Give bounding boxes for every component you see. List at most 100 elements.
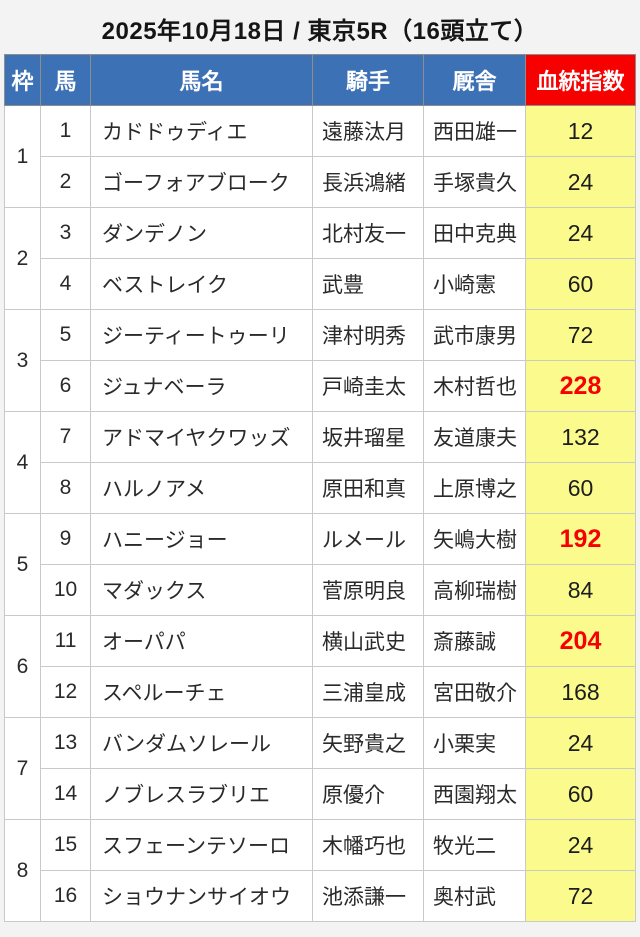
horse-name: バンダムソレール <box>90 717 313 769</box>
table-row: 10 マダックス 菅原明良 高柳瑞樹 84 <box>5 564 636 616</box>
horse-number: 15 <box>40 819 91 871</box>
horse-name: スフェーンテソーロ <box>90 819 313 871</box>
horse-number: 12 <box>40 666 91 718</box>
horse-name: ノブレスラブリエ <box>90 768 313 820</box>
frame-cell-4: 4 <box>4 411 41 514</box>
column-header-stable: 厩舎 <box>423 54 526 106</box>
table-header-row: 枠 馬 馬名 騎手 厩舎 血統指数 <box>4 54 636 106</box>
column-header-blood-index: 血統指数 <box>525 54 636 106</box>
column-header-jockey: 騎手 <box>312 54 424 106</box>
column-header-horse-name: 馬名 <box>90 54 313 106</box>
stable-name: 奥村武 <box>423 870 526 922</box>
horse-name: オーパパ <box>90 615 313 667</box>
frame-cell-5: 5 <box>4 513 41 616</box>
blood-index-value: 24 <box>525 819 636 871</box>
stable-name: 木村哲也 <box>423 360 526 412</box>
table-row: 4 7 アドマイヤクワッズ 坂井瑠星 友道康夫 132 <box>4 411 636 514</box>
horse-name: マダックス <box>90 564 313 616</box>
frame-cell-6: 6 <box>4 615 41 718</box>
horse-name: ゴーフォアブローク <box>90 156 313 208</box>
jockey-name: 長浜鴻緒 <box>312 156 424 208</box>
table-row: 6 ジュナベーラ 戸崎圭太 木村哲也 228 <box>5 360 636 412</box>
jockey-name: 坂井瑠星 <box>312 411 424 463</box>
blood-index-value: 192 <box>525 513 636 565</box>
stable-name: 斎藤誠 <box>423 615 526 667</box>
blood-index-value: 60 <box>525 258 636 310</box>
jockey-name: 原田和真 <box>312 462 424 514</box>
jockey-name: 三浦皇成 <box>312 666 424 718</box>
stable-name: 宮田敬介 <box>423 666 526 718</box>
blood-index-value: 24 <box>525 207 636 259</box>
horse-number: 13 <box>40 717 91 769</box>
horse-name: ダンデノン <box>90 207 313 259</box>
horse-name: ショウナンサイオウ <box>90 870 313 922</box>
stable-name: 矢嶋大樹 <box>423 513 526 565</box>
jockey-name: 北村友一 <box>312 207 424 259</box>
jockey-name: ルメール <box>312 513 424 565</box>
frame-cell-8: 8 <box>4 819 41 922</box>
blood-index-value: 60 <box>525 462 636 514</box>
horse-name: ハルノアメ <box>90 462 313 514</box>
stable-name: 武市康男 <box>423 309 526 361</box>
frame-cell-7: 7 <box>4 717 41 820</box>
blood-index-value: 60 <box>525 768 636 820</box>
jockey-name: 遠藤汰月 <box>312 105 424 157</box>
blood-index-value: 72 <box>525 309 636 361</box>
table-row: 2 3 ダンデノン 北村友一 田中克典 24 <box>4 207 636 310</box>
page-title: 2025年10月18日 / 東京5R（16頭立て） <box>101 18 539 45</box>
table-row: 8 15 スフェーンテソーロ 木幡巧也 牧光二 24 <box>4 819 636 922</box>
jockey-name: 横山武史 <box>312 615 424 667</box>
table-row: 8 ハルノアメ 原田和真 上原博之 60 <box>5 462 636 514</box>
blood-index-value: 168 <box>525 666 636 718</box>
jockey-name: 原優介 <box>312 768 424 820</box>
blood-index-value: 132 <box>525 411 636 463</box>
stable-name: 高柳瑞樹 <box>423 564 526 616</box>
horse-number: 14 <box>40 768 91 820</box>
jockey-name: 木幡巧也 <box>312 819 424 871</box>
stable-name: 手塚貴久 <box>423 156 526 208</box>
horse-number: 1 <box>40 105 91 157</box>
horse-number: 5 <box>40 309 91 361</box>
race-entry-table: 枠 馬 馬名 騎手 厩舎 血統指数 1 1 カドドゥディエ 遠藤汰月 西田雄一 … <box>4 54 636 922</box>
horse-number: 4 <box>40 258 91 310</box>
horse-number: 2 <box>40 156 91 208</box>
stable-name: 牧光二 <box>423 819 526 871</box>
frame-cell-2: 2 <box>4 207 41 310</box>
horse-number: 8 <box>40 462 91 514</box>
stable-name: 西田雄一 <box>423 105 526 157</box>
horse-number: 7 <box>40 411 91 463</box>
horse-name: ハニージョー <box>90 513 313 565</box>
stable-name: 田中克典 <box>423 207 526 259</box>
blood-index-value: 228 <box>525 360 636 412</box>
stable-name: 小崎憲 <box>423 258 526 310</box>
blood-index-value: 24 <box>525 717 636 769</box>
blood-index-value: 204 <box>525 615 636 667</box>
horse-name: カドドゥディエ <box>90 105 313 157</box>
blood-index-value: 12 <box>525 105 636 157</box>
horse-number: 3 <box>40 207 91 259</box>
column-header-horse: 馬 <box>40 54 91 106</box>
blood-index-value: 84 <box>525 564 636 616</box>
table-row: 2 ゴーフォアブローク 長浜鴻緒 手塚貴久 24 <box>5 156 636 208</box>
horse-number: 10 <box>40 564 91 616</box>
table-row: 4 ベストレイク 武豊 小崎憲 60 <box>5 258 636 310</box>
horse-name: スペルーチェ <box>90 666 313 718</box>
horse-number: 16 <box>40 870 91 922</box>
jockey-name: 矢野貴之 <box>312 717 424 769</box>
horse-number: 6 <box>40 360 91 412</box>
horse-name: ジーティートゥーリ <box>90 309 313 361</box>
jockey-name: 池添謙一 <box>312 870 424 922</box>
jockey-name: 菅原明良 <box>312 564 424 616</box>
stable-name: 小栗実 <box>423 717 526 769</box>
table-row: 7 13 バンダムソレール 矢野貴之 小栗実 24 <box>4 717 636 820</box>
horse-number: 11 <box>40 615 91 667</box>
frame-cell-3: 3 <box>4 309 41 412</box>
jockey-name: 津村明秀 <box>312 309 424 361</box>
table-row: 1 1 カドドゥディエ 遠藤汰月 西田雄一 12 <box>4 105 636 208</box>
blood-index-value: 24 <box>525 156 636 208</box>
jockey-name: 戸崎圭太 <box>312 360 424 412</box>
horse-name: ベストレイク <box>90 258 313 310</box>
table-row: 14 ノブレスラブリエ 原優介 西園翔太 60 <box>5 768 636 820</box>
horse-name: アドマイヤクワッズ <box>90 411 313 463</box>
table-row: 6 11 オーパパ 横山武史 斎藤誠 204 <box>4 615 636 718</box>
